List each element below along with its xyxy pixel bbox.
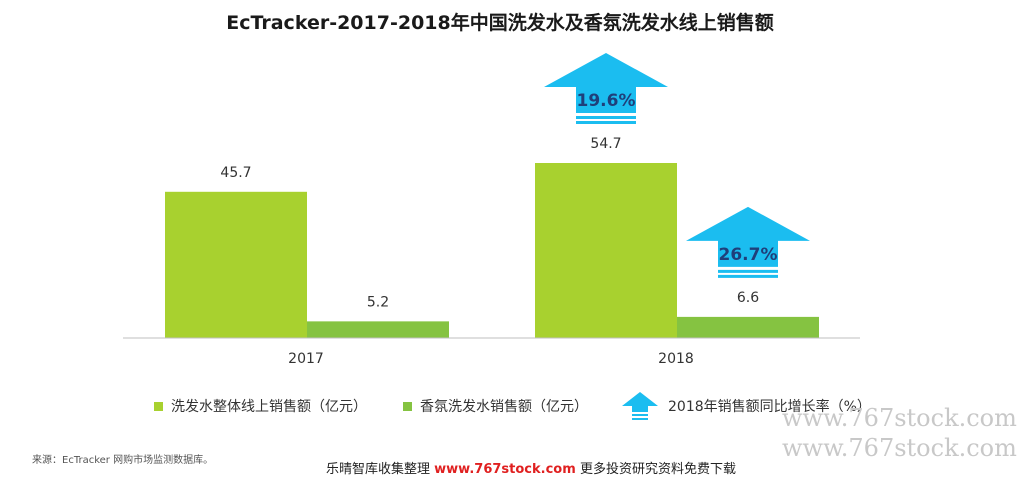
watermark: www.767stock.com: [782, 404, 1017, 432]
growth-arrow: 26.7%: [686, 206, 810, 278]
arrow-stripe: [576, 116, 636, 119]
bars-group: 45.7 54.7 5.2 6.6: [165, 136, 819, 338]
chart-title: EcTracker-2017-2018年中国洗发水及香氛洗发水线上销售额: [226, 12, 774, 34]
data-label: 5.2: [367, 294, 389, 310]
footer-url[interactable]: www.767stock.com: [434, 462, 576, 477]
growth-label: 19.6%: [577, 91, 636, 111]
legend-item-growth: 2018年销售额同比增长率（%）: [622, 392, 871, 420]
growth-arrows-group: 19.6% 26.7%: [544, 53, 810, 278]
arrow-stripe: [718, 269, 778, 273]
footer-prefix: 乐晴智库收集整理: [326, 462, 431, 477]
watermark: www.767stock.com: [782, 434, 1017, 462]
legend-label: 香氛洗发水销售额（亿元）: [420, 399, 588, 415]
bar: [307, 321, 449, 338]
data-label: 6.6: [737, 290, 759, 306]
up-arrow-icon: [544, 53, 668, 113]
bar: [677, 316, 819, 338]
legend-item-total: 洗发水整体线上销售额（亿元）: [154, 396, 367, 416]
up-arrow-icon: [686, 206, 810, 267]
legend-label: 洗发水整体线上销售额（亿元）: [171, 399, 367, 415]
bar: [535, 163, 677, 338]
x-tick-label: 2017: [288, 351, 324, 367]
footer-banner: 乐晴智库收集整理 www.767stock.com 更多投资研究资料免费下载: [326, 458, 736, 477]
up-arrow-icon: [622, 392, 658, 420]
growth-arrow: 19.6%: [544, 53, 668, 124]
footer-suffix: 更多投资研究资料免费下载: [579, 462, 736, 477]
data-label: 54.7: [590, 136, 621, 152]
arrow-stripe: [718, 274, 778, 278]
arrow-stripe: [576, 121, 636, 124]
legend-item-fragrance: 香氛洗发水销售额（亿元）: [403, 396, 588, 416]
data-label: 45.7: [220, 165, 251, 181]
legend-swatch: [403, 401, 412, 411]
source-note: 来源：EcTracker 网购市场监测数据库。: [32, 455, 214, 466]
bar: [165, 191, 307, 338]
x-tick-label: 2018: [658, 351, 694, 367]
legend-swatch: [154, 401, 163, 411]
legend-label: 2018年销售额同比增长率（%）: [668, 399, 871, 415]
growth-label: 26.7%: [719, 245, 778, 265]
